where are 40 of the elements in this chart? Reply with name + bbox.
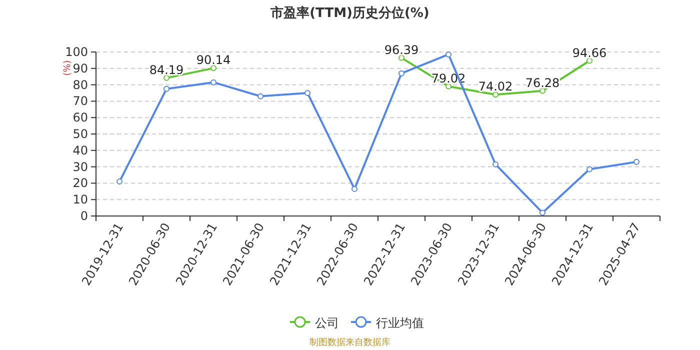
data-label: 74.02 (478, 80, 513, 94)
point (446, 51, 452, 58)
point (210, 65, 216, 72)
y-tick-label: 0 (80, 209, 88, 223)
point (398, 70, 404, 76)
y-tick-label: 20 (72, 176, 88, 190)
legend-label: 行业均值 (376, 316, 424, 330)
point (492, 92, 498, 98)
y-tick-label: 70 (72, 94, 88, 108)
legend-行业均值: 行业均值 (351, 316, 424, 330)
point (398, 54, 404, 61)
y-tick-label: 80 (72, 78, 88, 92)
point (304, 90, 310, 96)
y-tick-label: 40 (72, 143, 88, 158)
legend-公司: 公司 (290, 316, 339, 330)
y-axis-title: (%) (63, 60, 73, 76)
point (586, 166, 592, 172)
point (586, 58, 592, 64)
y-tick-label: 90 (72, 61, 88, 76)
point (164, 74, 170, 81)
text: 制图数据来自数据库 (310, 337, 390, 348)
y-tick-label: 30 (72, 160, 88, 174)
point (492, 161, 498, 168)
data-label: 84.19 (149, 62, 184, 77)
data-label: 90.14 (196, 53, 231, 68)
point (258, 93, 264, 100)
point (540, 210, 546, 216)
point (634, 158, 640, 165)
chart-title: 市盈率(TTM)历史分位(%) (270, 5, 430, 21)
y-tick-label: 10 (72, 192, 88, 207)
data-label: 94.66 (572, 46, 607, 60)
legend-label: 公司 (315, 316, 339, 330)
point (210, 79, 216, 86)
point (164, 86, 170, 92)
y-tick-label: 100 (65, 45, 88, 59)
point (116, 178, 122, 185)
data-label: 96.39 (384, 42, 419, 57)
y-tick-label: 60 (72, 110, 88, 125)
y-tick-label: 50 (72, 127, 88, 141)
point (352, 186, 358, 192)
